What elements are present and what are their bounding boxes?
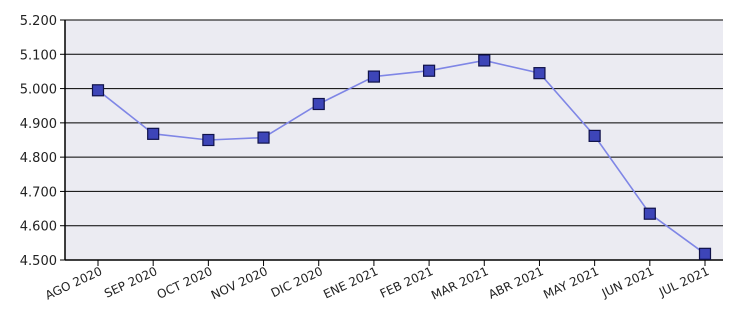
y-axis-ticks: 4.500 4.600 4.700 4.800 4.900 5.000 5.100 5.200 (20, 14, 65, 269)
x-tick-label: OCT 2020 (155, 264, 215, 302)
x-tick-label: ENE 2021 (321, 264, 380, 301)
x-tick-label: DIC 2020 (269, 264, 325, 300)
x-tick-label: FEB 2021 (378, 264, 436, 301)
data-point-marker (698, 247, 712, 260)
data-point-marker (478, 54, 491, 67)
y-tick-label: 4.700 (20, 185, 57, 200)
plot-background (65, 20, 723, 260)
x-tick-label: NOV 2020 (209, 264, 270, 302)
x-tick-label: MAR 2021 (429, 264, 490, 303)
series-markers (91, 54, 712, 260)
x-tick-label: MAY 2021 (541, 264, 601, 302)
x-tick-label: JUL 2021 (656, 264, 711, 300)
data-point-marker (147, 127, 160, 140)
y-tick-label: 4.900 (20, 117, 57, 132)
x-tick-label: ABR 2021 (486, 264, 546, 302)
data-point-marker (91, 84, 105, 97)
series-line (97, 59, 706, 255)
y-tick-label: 4.600 (20, 220, 57, 235)
y-tick-label: 4.500 (20, 254, 57, 269)
data-point-marker (257, 131, 270, 144)
y-tick-label: 5.000 (20, 83, 57, 98)
y-tick-label: 4.800 (20, 151, 57, 166)
data-point-marker (422, 64, 436, 77)
data-point-marker (643, 207, 656, 220)
y-tick-label: 5.200 (20, 14, 57, 29)
data-point-marker (533, 67, 546, 80)
data-point-marker (312, 97, 325, 111)
y-tick-label: 5.100 (20, 48, 57, 63)
data-point-marker (202, 133, 215, 147)
x-tick-label: AGO 2020 (43, 264, 104, 303)
grid-lines (65, 19, 723, 261)
data-point-marker (367, 70, 381, 83)
x-tick-label: SEP 2020 (102, 264, 159, 301)
data-point-marker (588, 129, 601, 142)
x-tick-label: JUN 2021 (599, 264, 656, 301)
